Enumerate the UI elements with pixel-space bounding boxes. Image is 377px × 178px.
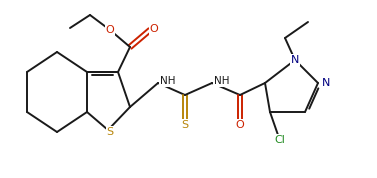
Text: O: O [106, 25, 114, 35]
Text: N: N [322, 78, 330, 88]
Text: S: S [106, 127, 113, 137]
Text: NH: NH [160, 76, 176, 86]
Text: Cl: Cl [274, 135, 285, 145]
Text: N: N [291, 55, 299, 65]
Text: NH: NH [214, 76, 230, 86]
Text: O: O [150, 24, 158, 34]
Text: S: S [181, 120, 188, 130]
Text: O: O [236, 120, 244, 130]
